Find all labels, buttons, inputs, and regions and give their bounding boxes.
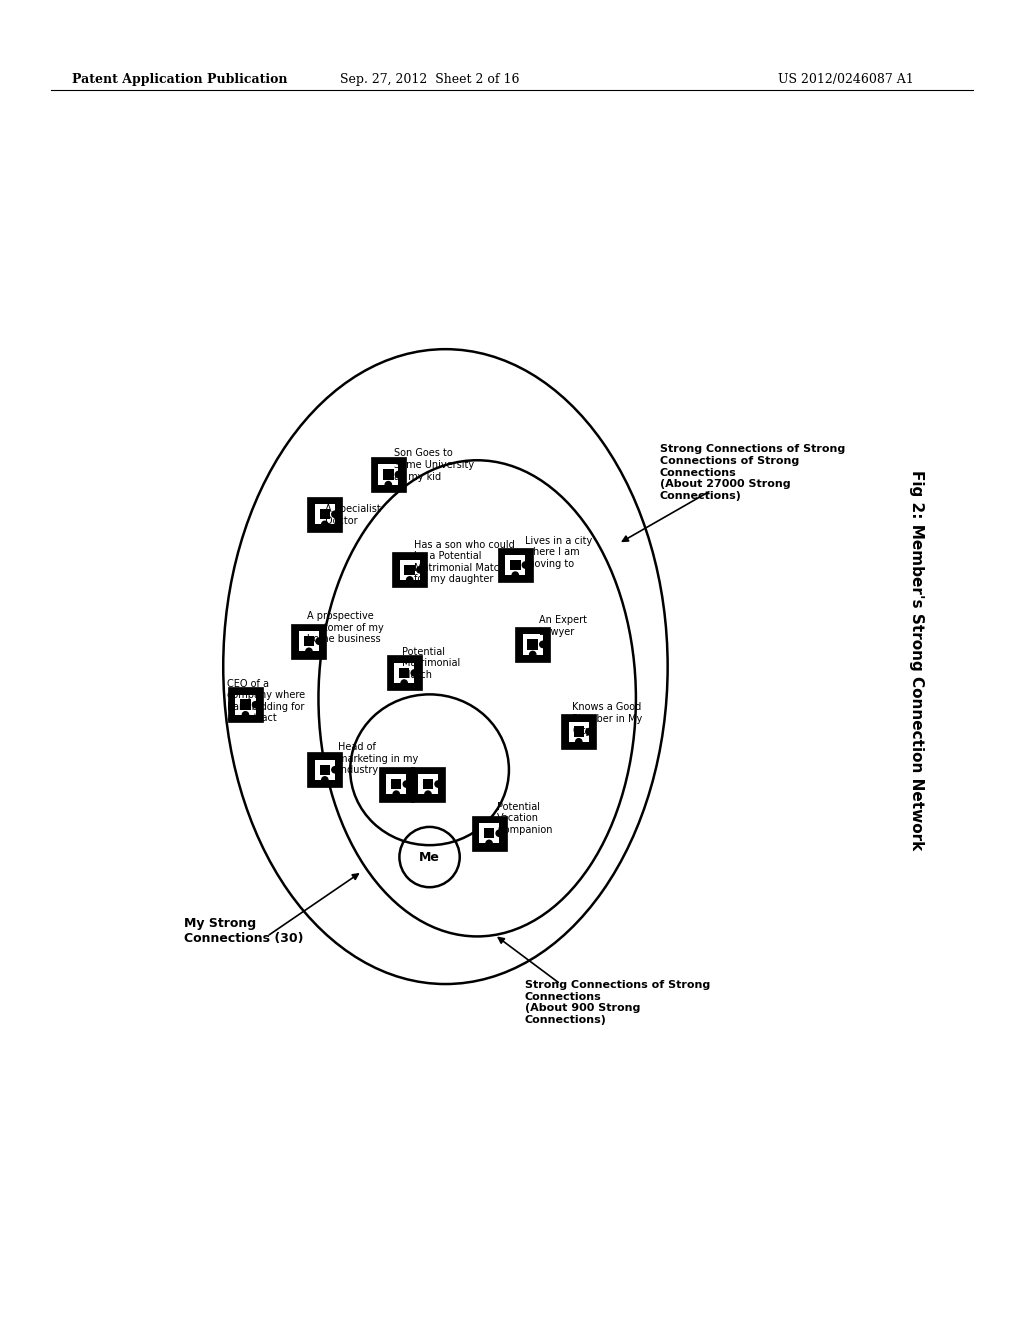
Circle shape [316,638,323,644]
Circle shape [401,680,408,686]
Circle shape [425,791,431,797]
Bar [479,824,500,843]
Circle shape [393,791,399,797]
Bar [505,554,525,576]
Circle shape [243,711,249,718]
Bar [319,510,330,520]
Text: Head of
marketing in my
industry: Head of marketing in my industry [338,742,419,775]
Bar [379,767,414,801]
Circle shape [253,701,259,708]
Circle shape [496,830,503,837]
Bar [307,752,342,787]
Text: Strong Connections of Strong
Connections
(About 900 Strong
Connections): Strong Connections of Strong Connections… [524,979,710,1024]
Bar [418,774,438,795]
Circle shape [540,642,546,648]
Bar [423,779,433,789]
Bar [510,560,520,570]
Circle shape [412,669,418,676]
Circle shape [306,648,312,655]
Bar [411,767,445,801]
Bar [241,700,251,710]
Bar [236,694,256,715]
Bar [304,636,314,647]
Circle shape [435,781,441,787]
Bar [498,548,532,582]
Circle shape [403,781,410,787]
Circle shape [395,471,401,478]
Bar [314,759,335,780]
Text: Has a son who could
be a Potential
Matrimonial Match
for my daughter: Has a son who could be a Potential Matri… [414,540,514,585]
Bar [378,465,398,484]
Text: CEO of a
company where
I am bidding for
a contract: CEO of a company where I am bidding for … [227,678,305,723]
Text: US 2012/0246087 A1: US 2012/0246087 A1 [778,73,914,86]
Bar [527,639,538,649]
Circle shape [529,651,536,657]
Text: Lives in a city
where I am
moving to: Lives in a city where I am moving to [524,536,592,569]
Circle shape [332,767,338,774]
Bar [386,774,407,795]
Circle shape [322,776,328,783]
Text: Strong Connections of Strong
Connections of Strong
Connections
(About 27000 Stro: Strong Connections of Strong Connections… [659,445,845,500]
Bar [399,668,410,678]
Bar [399,560,420,579]
Bar [392,552,427,587]
Bar [522,634,543,655]
Bar [371,457,406,492]
Bar [484,828,495,838]
Text: Me: Me [419,850,440,863]
Text: Son Goes to
Same University
as my kid: Son Goes to Same University as my kid [394,449,474,482]
Text: Knows a Good
Plumber in My
City: Knows a Good Plumber in My City [572,702,643,735]
Bar [319,764,330,775]
Bar [404,565,415,576]
Text: An Expert
Lawyer: An Expert Lawyer [539,615,587,636]
Bar [394,663,415,682]
Circle shape [575,739,582,744]
Bar [391,779,401,789]
Bar [515,627,550,661]
Text: Potential
Vacation
Companion: Potential Vacation Companion [497,801,553,834]
Bar [299,631,319,651]
Bar [472,816,507,850]
Circle shape [407,577,413,583]
Bar [573,726,584,737]
Circle shape [586,729,592,735]
Text: Sep. 27, 2012  Sheet 2 of 16: Sep. 27, 2012 Sheet 2 of 16 [340,73,520,86]
Bar [387,656,422,690]
Bar [568,722,589,742]
Bar [314,504,335,524]
Bar [228,688,263,722]
Circle shape [486,841,493,846]
Circle shape [332,511,338,517]
Circle shape [385,482,391,488]
Bar [561,714,596,750]
Text: Potential
Matrimonial
Match: Potential Matrimonial Match [401,647,460,680]
Circle shape [512,572,518,578]
Bar [307,496,342,532]
Circle shape [322,521,328,528]
Circle shape [417,566,423,573]
Text: My Strong
Connections (30): My Strong Connections (30) [183,916,303,945]
Text: A specialist
Doctor: A specialist Doctor [325,504,381,525]
Text: Patent Application Publication: Patent Application Publication [72,73,287,86]
Bar [383,470,393,479]
Text: A prospective
customer of my
home business: A prospective customer of my home busine… [306,611,383,644]
Circle shape [522,562,528,568]
Bar [292,624,327,659]
Text: Fig 2: Member's Strong Connection Network: Fig 2: Member's Strong Connection Networ… [909,470,924,850]
